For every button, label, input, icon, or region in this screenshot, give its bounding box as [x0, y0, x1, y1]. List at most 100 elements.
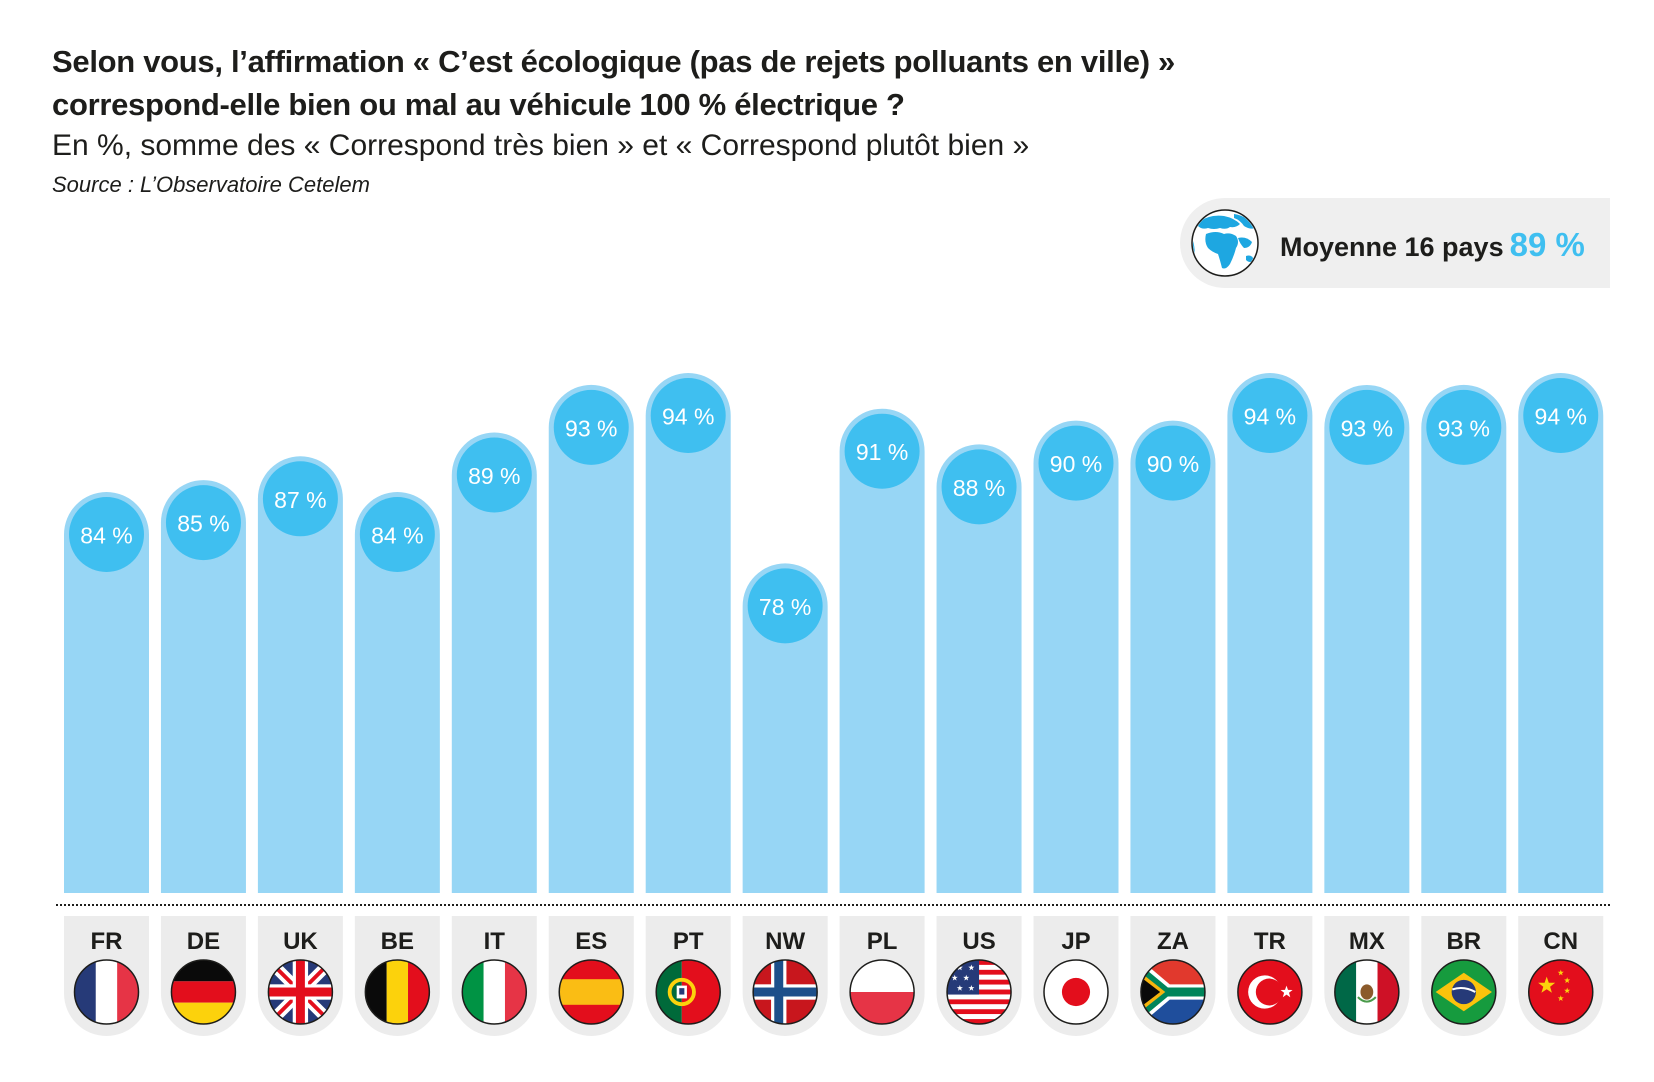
- data-label-es: 93 %: [565, 415, 617, 441]
- data-label-mx: 93 %: [1341, 415, 1393, 441]
- country-tab-za: ZA: [1130, 916, 1216, 1036]
- globe-icon: [1191, 209, 1259, 277]
- bar-group-pl: 91 %: [839, 408, 925, 893]
- data-label-circle: [359, 497, 435, 572]
- bar-group-uk: 87 %: [257, 456, 343, 893]
- flag-outline: [946, 959, 1012, 1025]
- average-badge: Moyenne 16 pays 89 %: [1180, 198, 1610, 288]
- data-label-be: 84 %: [371, 523, 423, 549]
- bar-be: [354, 492, 440, 893]
- flag-outline: [1334, 959, 1400, 1025]
- bar-group-es: 93 %: [548, 384, 634, 893]
- country-tab-nw: NW: [742, 916, 828, 1036]
- bar-group-jp: 90 %: [1033, 420, 1119, 893]
- bar-nw: [742, 563, 828, 893]
- flag-outline: [1140, 959, 1206, 1025]
- tick-label-jp: JP: [1061, 928, 1090, 955]
- data-label-circle: [262, 461, 338, 537]
- tick-label-uk: UK: [283, 928, 318, 955]
- bar-group-fr: 84 %: [64, 492, 149, 893]
- country-tab-fr: FR: [64, 916, 149, 1036]
- bar-group-us: 88 %: [936, 444, 1022, 893]
- bar-mx: [1324, 384, 1410, 893]
- bar-group-br: 93 %: [1421, 384, 1507, 893]
- flag-outline: [461, 959, 528, 1025]
- flag-outline: [1431, 959, 1497, 1025]
- flag-outline: [170, 959, 237, 1025]
- chart-title-line-2: correspond-elle bien ou mal au véhicule …: [52, 87, 905, 122]
- flag-outline: [752, 959, 818, 1025]
- flag-usa-icon: [947, 960, 1012, 1024]
- country-tab-jp: JP: [1033, 916, 1119, 1036]
- flag-outline: [1237, 959, 1303, 1025]
- data-label-circle: [844, 413, 920, 489]
- flag-mexico-icon: [1334, 960, 1399, 1024]
- country-tab-pl: PL: [839, 916, 925, 1036]
- data-label-circle: [1426, 389, 1502, 465]
- bar-jp: [1033, 420, 1119, 893]
- flag-china-icon: [1528, 960, 1593, 1024]
- flag-uk-icon: [268, 960, 333, 1024]
- country-tab-es: ES: [548, 916, 634, 1036]
- data-label-circle: [1523, 378, 1599, 453]
- tick-label-br: BR: [1446, 928, 1481, 955]
- bar-group-pt: 94 %: [645, 373, 731, 894]
- bar-za: [1130, 420, 1216, 893]
- data-label-cn: 94 %: [1535, 404, 1587, 430]
- tick-label-pt: PT: [673, 928, 704, 955]
- country-tab-be: BE: [354, 916, 440, 1036]
- data-label-us: 88 %: [953, 475, 1005, 501]
- data-label-nw: 78 %: [759, 594, 811, 620]
- bar-group-za: 90 %: [1130, 420, 1216, 893]
- tick-label-us: US: [962, 928, 995, 955]
- data-label-circle: [1135, 425, 1211, 501]
- data-label-circle: [1038, 425, 1114, 501]
- tick-label-mx: MX: [1349, 928, 1385, 955]
- bar-it: [451, 432, 537, 893]
- tick-label-it: IT: [484, 928, 506, 955]
- tick-label-tr: TR: [1254, 928, 1286, 955]
- chart-title-line-1: Selon vous, l’affirmation « C’est écolog…: [52, 44, 1175, 79]
- country-tab-de: DE: [160, 916, 246, 1036]
- bar-group-be: 84 %: [354, 492, 440, 893]
- country-tab-mx: MX: [1324, 916, 1410, 1036]
- bar-pl: [839, 408, 925, 893]
- data-label-circle: [69, 497, 144, 572]
- bar-br: [1421, 384, 1507, 893]
- country-tab-br: BR: [1421, 916, 1507, 1036]
- chart-subtitle: En %, somme des « Correspond très bien »…: [52, 129, 1030, 162]
- chart-source: Source : L’Observatoire Cetelem: [52, 172, 370, 197]
- data-label-circle: [1329, 389, 1405, 465]
- chart-title: Selon vous, l’affirmation « C’est écolog…: [52, 40, 1175, 126]
- average-text: Moyenne 16 pays 89 %: [1280, 226, 1585, 264]
- country-tab-uk: UK: [257, 916, 343, 1036]
- flag-outline: [849, 959, 915, 1025]
- data-label-it: 89 %: [468, 463, 520, 489]
- tick-label-cn: CN: [1543, 928, 1578, 955]
- bar-cn: [1518, 373, 1604, 894]
- flag-italy-icon: [462, 960, 527, 1024]
- data-label-circle: [553, 389, 629, 465]
- data-label-pt: 94 %: [662, 404, 714, 430]
- bar-group-de: 85 %: [160, 480, 246, 893]
- bar-es: [548, 384, 634, 893]
- tick-label-nw: NW: [765, 928, 805, 955]
- flag-germany-icon: [171, 960, 236, 1024]
- bar-group-it: 89 %: [451, 432, 537, 893]
- data-label-circle: [165, 485, 241, 561]
- data-label-jp: 90 %: [1050, 451, 1102, 477]
- flag-outline: [364, 959, 431, 1025]
- bar-de: [160, 480, 246, 893]
- flag-turkey-icon: [1237, 960, 1302, 1024]
- flag-norway-icon: [753, 960, 818, 1024]
- data-label-uk: 87 %: [274, 487, 326, 513]
- country-tab-it: IT: [451, 916, 537, 1036]
- data-label-fr: 84 %: [80, 523, 132, 549]
- country-tab-pt: PT: [645, 916, 731, 1036]
- data-label-circle: [747, 568, 823, 644]
- flag-france-icon: [74, 960, 139, 1024]
- tick-label-be: BE: [381, 928, 414, 955]
- flag-belgium-icon: [365, 960, 430, 1024]
- data-label-tr: 94 %: [1244, 404, 1296, 430]
